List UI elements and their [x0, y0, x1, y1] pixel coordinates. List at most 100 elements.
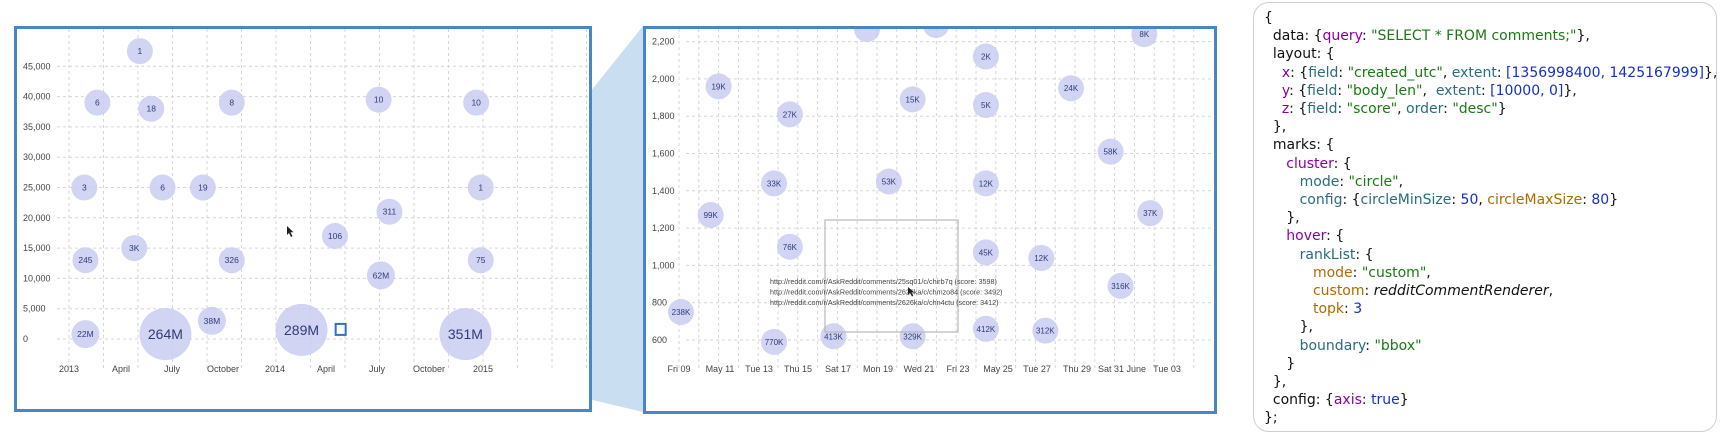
cluster-label: 3K [129, 243, 140, 253]
cluster-bubble [197, 306, 226, 335]
cluster-bubble [875, 168, 902, 195]
selection-box [334, 322, 347, 336]
cluster-label: 312K [1036, 327, 1055, 336]
cluster-bubble [1058, 75, 1085, 102]
cluster-label: 3 [82, 182, 87, 192]
cluster-label: 8 [229, 98, 234, 108]
y-tick-label: 1,200 [652, 223, 675, 233]
cluster-bubble [923, 12, 949, 38]
cluster-label: 1 [138, 46, 143, 56]
cluster-label: 19K [711, 82, 726, 91]
x-tick-label: 2015 [473, 364, 493, 374]
cluster-bubble [667, 299, 694, 326]
cluster-label: 10 [471, 98, 481, 108]
zoomed-chart[interactable]: 600 800 1,000 1,200 1,400 1,600 1,800 2,000 2,20… [646, 12, 1214, 411]
cluster-label: 33K [767, 179, 782, 188]
cluster-bubble [365, 86, 392, 113]
hover-rank-item: http://reddit.com/r/AskReddit/comments/2… [770, 298, 999, 307]
cluster-bubble [467, 174, 494, 201]
cluster-bubble [820, 323, 847, 350]
x-tick-label: Thu 15 [784, 364, 812, 374]
cluster-label: 8K [1139, 30, 1149, 39]
cluster-bubble [1032, 317, 1059, 344]
cluster-bubble [71, 320, 100, 349]
hover-rank-item: http://reddit.com/r/AskReddit/comments/2… [770, 288, 1003, 297]
x-tick-label: Thu 29 [1063, 364, 1091, 374]
cluster-label: 58K [1104, 148, 1119, 157]
cluster-bubble [218, 89, 245, 116]
cluster-label: 412K [977, 325, 996, 334]
y-tick-label: 1,400 [652, 186, 675, 196]
cluster-bubble [139, 308, 192, 361]
y-tick-label: 30,000 [23, 152, 51, 162]
cluster-bubble [1028, 244, 1055, 271]
cluster-bubble [899, 323, 926, 350]
x-tick-label: October [413, 364, 445, 374]
x-tick-label: July [369, 364, 386, 374]
cluster-label: 106 [328, 231, 342, 241]
cluster-bubble [71, 174, 98, 201]
cluster-label: 245 [78, 255, 92, 265]
cluster-bubble [761, 328, 788, 355]
y-tick-label: 1,600 [652, 149, 675, 159]
cluster-label: 15K [906, 95, 921, 104]
cluster-bubble [1137, 200, 1164, 227]
cluster-bubble [366, 261, 395, 290]
x-tick-label: Sat 17 [825, 364, 851, 374]
cluster-bubble [761, 170, 788, 197]
cluster-bubble [439, 308, 492, 361]
cluster-label: 12K [1034, 254, 1049, 263]
cluster-bubble [705, 73, 732, 100]
cluster-bubble [275, 303, 328, 356]
cluster-bubble [467, 247, 494, 274]
y-tick-label: 40,000 [23, 92, 51, 102]
x-tick-label: May 11 [706, 364, 735, 374]
cluster-label: 2K [981, 53, 991, 62]
y-tick-label: 25,000 [23, 183, 51, 193]
x-tick-label: Tue 27 [1023, 364, 1051, 374]
x-tick-label: Fri 09 [667, 364, 690, 374]
y-tick-label: 10,000 [23, 273, 51, 283]
y-tick-label: 5,000 [23, 304, 46, 314]
cluster-label: 6 [160, 182, 165, 192]
cluster-bubble [854, 16, 880, 42]
cluster-label: 22M [77, 329, 94, 339]
hover-rank-item: http://reddit.com/r/AskReddit/comments/2… [770, 277, 997, 286]
overview-chart-panel[interactable]: 0 5,000 10,000 15,000 20,000 25,000 30,000 35,0… [14, 26, 592, 412]
cursor-icon [287, 226, 294, 237]
cluster-bubble [218, 247, 245, 274]
x-tick-label: July [164, 364, 181, 374]
x-tick-label: April [112, 364, 130, 374]
cluster-bubble [972, 92, 999, 119]
cluster-bubble [321, 222, 348, 249]
cluster-label: 5K [981, 101, 991, 110]
overview-chart[interactable]: 0 5,000 10,000 15,000 20,000 25,000 30,000 35,0… [17, 29, 589, 409]
y-tick-label: 0 [23, 334, 28, 344]
cluster-bubble [72, 247, 99, 274]
cluster-label: 264M [148, 326, 183, 342]
y-tick-label: 20,000 [23, 213, 51, 223]
cluster-label: 311 [383, 207, 397, 217]
cluster-label: 6 [95, 98, 100, 108]
zoomed-chart-panel[interactable]: 600 800 1,000 1,200 1,400 1,600 1,800 2,000 2,20… [643, 12, 1217, 414]
y-tick-label: 45,000 [23, 61, 51, 71]
cluster-bubble [697, 202, 724, 229]
y-tick-label: 600 [652, 335, 667, 345]
cluster-bubble [972, 170, 999, 197]
cluster-bubble [972, 239, 999, 266]
cluster-label: 75 [476, 255, 486, 265]
cluster-bubble [1107, 272, 1134, 299]
cluster-label: 329K [903, 332, 922, 341]
cluster-label: 12K [979, 179, 994, 188]
cluster-label: 289M [284, 322, 319, 338]
cluster-bubble [463, 89, 490, 116]
cluster-label: 18 [146, 104, 156, 114]
y-tick-label: 800 [652, 298, 667, 308]
cluster-label: 238K [672, 308, 691, 317]
cluster-label: 770K [765, 338, 784, 347]
query-value: "SELECT * FROM comments;" [1371, 28, 1577, 45]
spec-code-panel: { data: {query: "SELECT * FROM comments;… [1253, 2, 1717, 432]
cluster-label: 53K [882, 177, 897, 186]
x-tick-label: Wed 21 [904, 364, 935, 374]
cluster-bubble [776, 233, 803, 260]
